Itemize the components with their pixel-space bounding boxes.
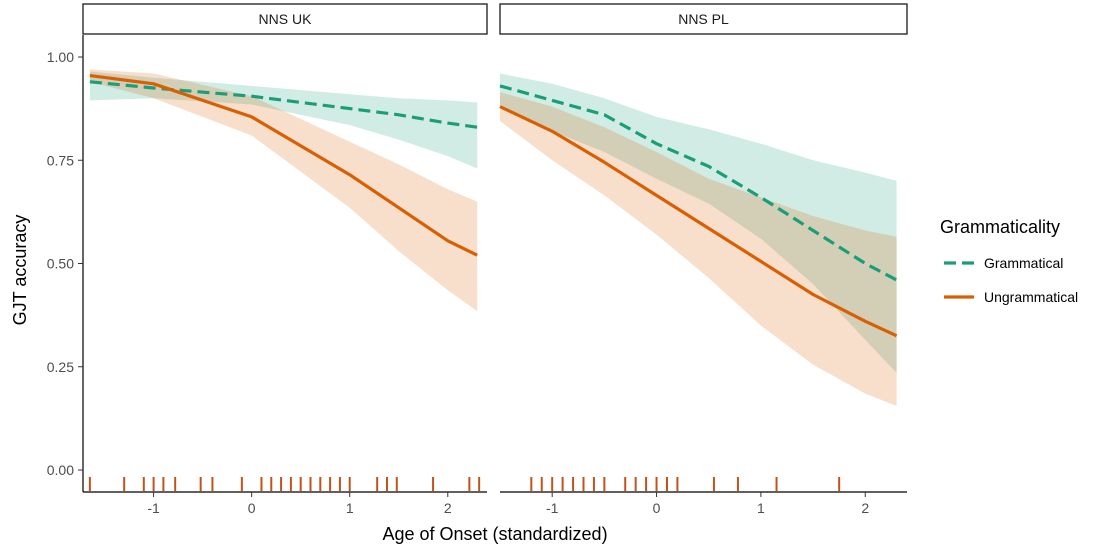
- series-line-ungrammatical: [499, 105, 898, 338]
- y-tick-label: 0.50: [47, 256, 74, 272]
- x-axis-title: Age of Onset (standardized): [382, 524, 607, 544]
- legend-label: Ungrammatical: [984, 289, 1078, 305]
- series-line-ungrammatical: [89, 74, 478, 257]
- x-tick-label: -1: [546, 500, 559, 516]
- facet-strip: [499, 3, 908, 35]
- y-axis-title: GJT accuracy: [10, 215, 30, 326]
- series-line-grammatical: [499, 84, 898, 282]
- facet-strip: [82, 3, 488, 35]
- x-tick-label: 2: [861, 500, 869, 516]
- legend-item-grammatical: Grammatical: [944, 255, 1063, 271]
- legend-title: Grammaticality: [940, 217, 1060, 237]
- series-line-grammatical: [89, 80, 478, 129]
- panel-nns-uk: NNS UK -1 0 1 2: [82, 3, 488, 516]
- confidence-band-ungrammatical: [89, 69, 478, 312]
- y-tick-label: 0.75: [47, 152, 74, 168]
- facet-strip-label: NNS PL: [678, 11, 729, 27]
- x-tick-label: 1: [757, 500, 765, 516]
- x-tick-label: 0: [653, 500, 661, 516]
- y-axis: 0.00 0.25 0.50 0.75 1.00: [47, 35, 84, 492]
- panel-nns-pl: NNS PL -1 0 1 2: [499, 3, 908, 516]
- legend-label: Grammatical: [984, 255, 1063, 271]
- y-tick-label: 0.25: [47, 359, 74, 375]
- y-tick-label: 1.00: [47, 49, 74, 65]
- confidence-band-grammatical: [500, 73, 897, 373]
- legend-item-ungrammatical: Ungrammatical: [944, 289, 1078, 305]
- y-tick-label: 0.00: [47, 462, 74, 478]
- x-tick-label: -1: [147, 500, 160, 516]
- x-tick-label: 0: [248, 500, 256, 516]
- legend: Grammaticality Grammatical Ungrammatical: [940, 217, 1078, 305]
- facet-strip-label: NNS UK: [259, 11, 313, 27]
- confidence-band-ungrammatical: [500, 92, 897, 406]
- x-tick-label: 1: [346, 500, 354, 516]
- x-tick-label: 2: [444, 500, 452, 516]
